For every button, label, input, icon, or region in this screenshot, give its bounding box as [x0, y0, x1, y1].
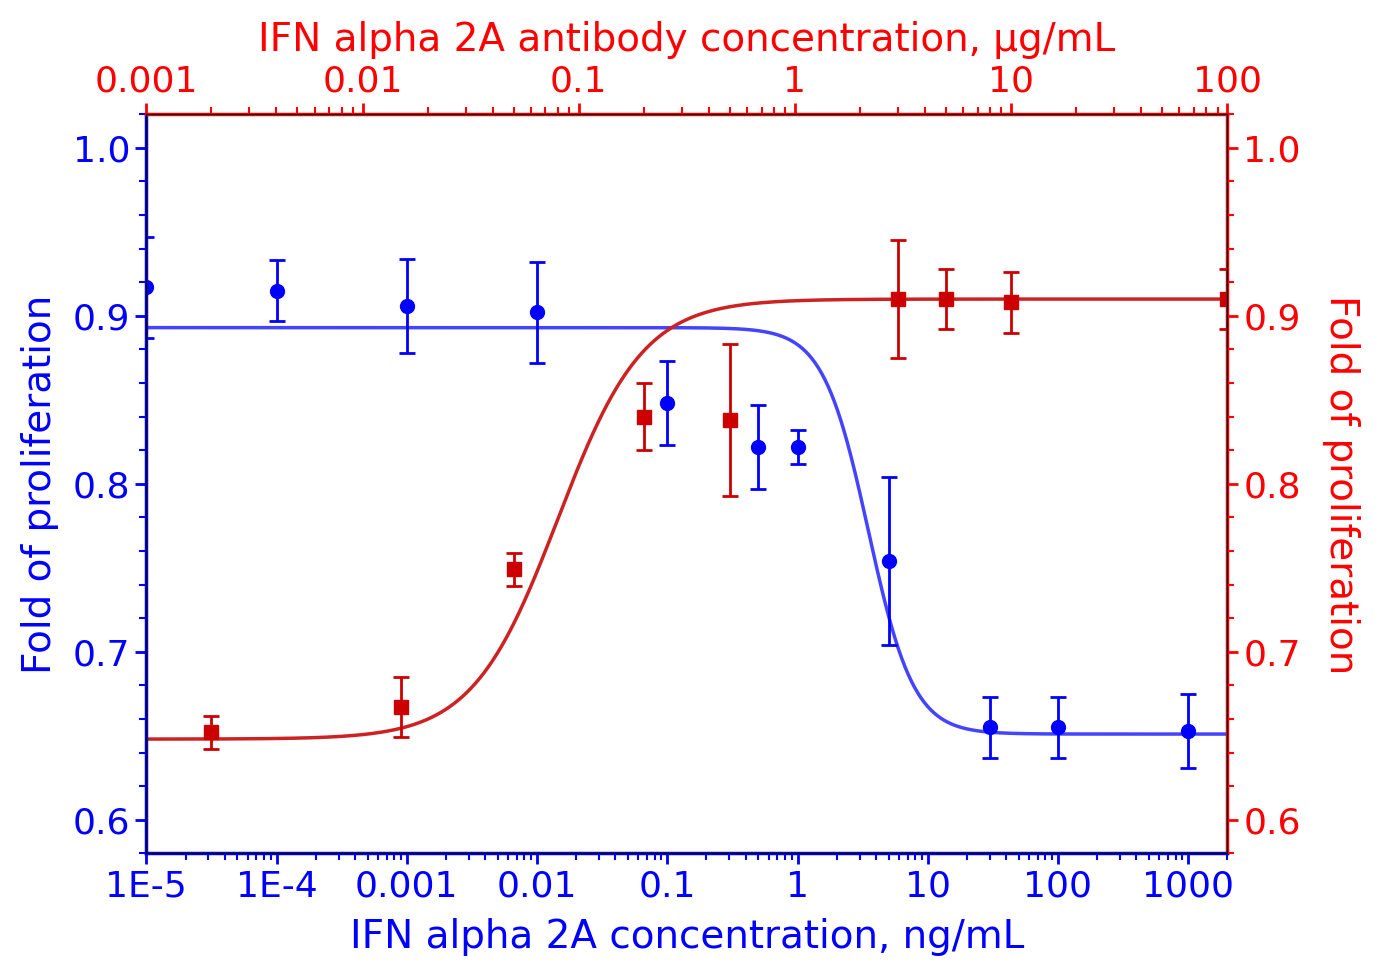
Y-axis label: Fold of proliferation: Fold of proliferation	[1321, 295, 1359, 673]
Y-axis label: Fold of proliferation: Fold of proliferation	[21, 295, 59, 673]
X-axis label: IFN alpha 2A antibody concentration, μg/mL: IFN alpha 2A antibody concentration, μg/…	[258, 20, 1115, 59]
X-axis label: IFN alpha 2A concentration, ng/mL: IFN alpha 2A concentration, ng/mL	[349, 917, 1024, 956]
